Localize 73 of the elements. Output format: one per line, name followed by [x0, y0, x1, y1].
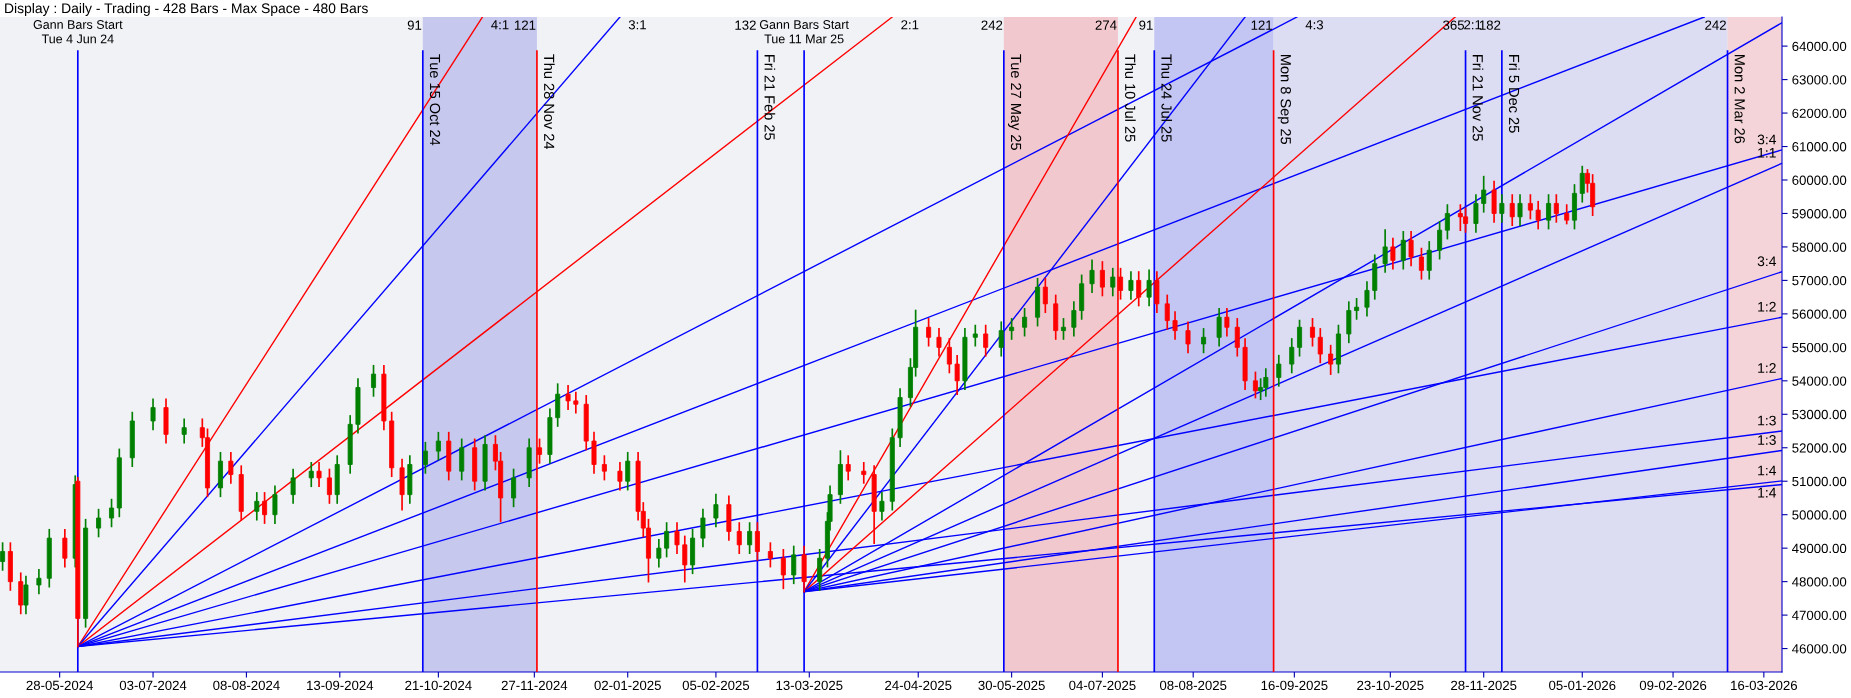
annotation: 4:3	[1305, 20, 1324, 30]
y-tick-label: 54000.00	[1792, 376, 1847, 386]
annotation: 1:3	[1758, 415, 1776, 426]
y-tick-label: 63000.00	[1792, 75, 1847, 85]
x-tick-label: 13-09-2024	[307, 680, 374, 691]
annotation: 242	[981, 20, 1003, 30]
chart-title: Display : Daily - Trading - 428 Bars - Max Space - 480 Bars	[5, 3, 368, 16]
x-tick-label: 08-08-2025	[1159, 680, 1227, 691]
x-tick-label: 13-03-2025	[776, 680, 843, 691]
annotation: 3:1	[628, 20, 646, 30]
ref-line-label: Mon 8 Sep 25	[1277, 55, 1291, 145]
annotation: 182	[1479, 20, 1501, 30]
annotation: 2:1	[1464, 20, 1482, 30]
y-tick-label: 62000.00	[1792, 108, 1847, 118]
annotation: 2:1	[901, 20, 919, 30]
y-tick-label: 61000.00	[1792, 142, 1847, 152]
x-tick-label: 27-11-2024	[501, 680, 568, 691]
y-tick-label: 57000.00	[1792, 275, 1847, 286]
x-tick-label: 09-02-2026	[1639, 680, 1707, 691]
x-tick-label: 30-05-2025	[978, 680, 1045, 691]
y-tick-label: 56000.00	[1792, 309, 1847, 319]
y-tick-label: 49000.00	[1792, 543, 1847, 554]
annotation: 274	[1095, 20, 1117, 30]
ref-line-label: Gann Bars Start Tue 11 Mar 25	[759, 20, 849, 44]
x-tick-label: 24-04-2025	[885, 680, 952, 691]
x-tick-label: 23-10-2025	[1357, 680, 1424, 691]
y-tick-label: 48000.00	[1792, 577, 1847, 587]
ref-line-label: Tue 15 Oct 24	[429, 54, 441, 146]
y-tick-label: 59000.00	[1792, 209, 1847, 219]
x-tick-label: 28-05-2024	[26, 680, 94, 691]
annotation: 4:1	[491, 20, 509, 30]
y-tick-label: 64000.00	[1792, 41, 1847, 52]
annotation: 1:2	[1758, 301, 1776, 312]
y-tick-label: 60000.00	[1792, 175, 1847, 185]
ref-line-label: Thu 24 Jul 25	[1161, 54, 1173, 142]
annotation: 3:4	[1757, 256, 1777, 267]
y-tick-label: 53000.00	[1792, 409, 1847, 420]
x-tick-label: 05-02-2025	[682, 680, 750, 691]
annotation: 1:4	[1758, 487, 1777, 498]
y-tick-label: 51000.00	[1792, 476, 1847, 487]
y-tick-label: 50000.00	[1792, 510, 1847, 520]
ref-line-label: Fri 21 Feb 25	[764, 55, 776, 140]
x-tick-label: 08-08-2024	[213, 680, 280, 691]
annotation: 1:2	[1758, 363, 1776, 373]
x-tick-label: 04-07-2025	[1069, 680, 1136, 691]
x-tick-label: 02-01-2025	[594, 680, 661, 691]
annotation: 3:4	[1757, 134, 1777, 145]
annotation: 91	[407, 20, 422, 30]
x-tick-label: 05-01-2026	[1549, 680, 1616, 691]
y-tick-label: 47000.00	[1792, 610, 1847, 621]
ref-line-label: Thu 28 Nov 24	[543, 54, 555, 150]
annotation: 1:3	[1758, 435, 1776, 445]
annotation: 242	[1705, 20, 1726, 30]
ref-line-label: Tue 27 May 25	[1008, 54, 1022, 150]
ref-line-label: Fri 5 Dec 25	[1508, 55, 1520, 133]
x-tick-label: 16-09-2025	[1261, 680, 1328, 691]
ref-line-label: Thu 10 Jul 25	[1125, 54, 1136, 142]
annotation: 1:4	[1758, 465, 1777, 476]
ref-line-label: Mon 2 Mar 26	[1734, 55, 1745, 144]
annotation: 91	[1139, 20, 1153, 30]
y-tick-label: 52000.00	[1792, 443, 1847, 453]
ref-line-label: Fri 21 Nov 25	[1472, 55, 1484, 141]
x-tick-label: 16-03-2026	[1731, 680, 1798, 691]
x-tick-label: 21-10-2024	[405, 680, 472, 691]
y-tick-label: 55000.00	[1792, 342, 1847, 353]
annotation: 132	[735, 20, 756, 30]
y-tick-label: 46000.00	[1792, 644, 1847, 654]
x-tick-label: 03-07-2024	[119, 680, 187, 691]
annotation: 121	[514, 20, 536, 30]
x-tick-label: 28-11-2025	[1451, 680, 1517, 691]
y-tick-label: 58000.00	[1792, 242, 1847, 252]
annotation: 121	[1251, 20, 1272, 30]
ref-line-label: Gann Bars Start Tue 4 Jun 24	[33, 20, 123, 44]
